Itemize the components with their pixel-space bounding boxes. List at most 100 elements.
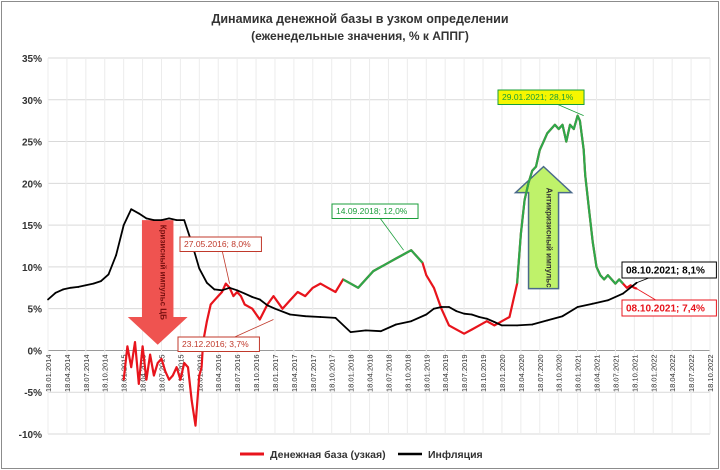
series-lines <box>47 114 638 427</box>
y-tick-label: 25% <box>22 138 42 149</box>
data-point <box>561 315 564 318</box>
arrow-label: Антикризисный импульс <box>545 188 554 288</box>
data-point <box>463 332 466 335</box>
x-tick-label: 18.07.2020 <box>536 354 545 392</box>
data-point <box>633 286 636 289</box>
data-point <box>198 267 201 270</box>
annotation-box <box>497 89 585 105</box>
data-point <box>281 307 284 310</box>
x-tick-label: 18.04.2014 <box>63 354 72 392</box>
data-point <box>160 357 163 360</box>
data-point <box>141 345 144 348</box>
annotation-text: 27.05.2016; 8,0% <box>184 239 251 249</box>
data-point <box>198 374 201 377</box>
legend-label: Инфляция <box>428 449 483 461</box>
data-point <box>425 313 428 316</box>
x-tick-label: 18.07.2021 <box>611 354 620 392</box>
data-point <box>236 289 239 292</box>
growth-segment <box>342 249 424 289</box>
data-point <box>213 299 216 302</box>
data-point <box>251 307 254 310</box>
data-point <box>122 224 125 227</box>
data-point <box>84 284 87 287</box>
data-point <box>448 324 450 327</box>
data-point <box>107 273 110 276</box>
data-point <box>485 317 488 320</box>
data-point <box>54 291 57 294</box>
x-tick-label: 18.04.2018 <box>366 354 375 392</box>
data-point <box>296 291 299 293</box>
data-point <box>364 329 367 332</box>
x-tick-label: 18.07.2017 <box>309 354 318 392</box>
data-point <box>470 313 473 316</box>
data-point <box>455 310 458 313</box>
data-point <box>187 366 189 369</box>
x-tick-label: 18.10.2019 <box>479 354 488 392</box>
data-point <box>546 319 549 322</box>
y-tick-label: 10% <box>22 263 42 274</box>
data-point <box>122 378 125 381</box>
data-point <box>327 286 329 289</box>
data-point <box>130 208 133 211</box>
annotations: 14.09.2018; 12,0% 29.01.2021; 28,1% 27.05.… <box>177 89 717 352</box>
data-point <box>470 328 473 331</box>
up-arrow <box>513 165 574 290</box>
data-point <box>205 320 208 323</box>
data-point <box>304 295 307 298</box>
data-point <box>289 299 292 302</box>
data-point <box>153 219 155 221</box>
down-arrow <box>127 220 188 345</box>
y-tick-label: 30% <box>22 96 42 107</box>
data-point <box>179 378 182 381</box>
data-point <box>274 307 276 310</box>
data-point <box>410 320 413 323</box>
x-tick-label: 18.01.2022 <box>649 354 658 392</box>
x-tick-label: 18.07.2018 <box>384 354 393 392</box>
annotation-box <box>179 236 262 252</box>
data-point <box>455 328 458 331</box>
x-tick-label: 18.10.2018 <box>403 354 412 392</box>
annotation-text: 08.10.2021; 7,4% <box>626 304 705 315</box>
data-point <box>236 291 239 293</box>
x-tick-label: 18.10.2020 <box>555 354 564 392</box>
data-point <box>531 323 534 326</box>
annotation-text: 14.09.2018; 12,0% <box>336 206 408 216</box>
impulse-arrows: Кризисный импульс ЦБ Антикризисный импуль… <box>127 165 574 345</box>
data-point <box>137 212 140 215</box>
data-point <box>130 366 133 369</box>
data-point <box>137 382 140 385</box>
data-point <box>576 306 579 308</box>
y-tick-label: 5% <box>28 305 43 316</box>
x-tick-label: 18.07.2019 <box>460 354 469 392</box>
legend-label: Денежная база (узкая) <box>270 449 386 461</box>
arrow-label: Кризисный импульс ЦБ <box>159 225 168 320</box>
x-tick-label: 18.10.2016 <box>252 354 261 392</box>
data-point <box>395 323 397 326</box>
data-point <box>126 345 129 348</box>
data-point <box>190 399 193 402</box>
data-point <box>493 324 496 327</box>
annotation-box <box>621 261 717 279</box>
data-point <box>311 286 314 289</box>
data-point <box>463 312 466 315</box>
data-point <box>168 378 170 381</box>
data-point <box>160 219 163 221</box>
growth-segment <box>516 114 624 285</box>
x-tick-label: 18.01.2019 <box>422 354 431 392</box>
chart-title: Динамика денежной базы в узком определен… <box>211 12 508 26</box>
data-point <box>493 321 496 323</box>
annotation-box <box>177 336 260 352</box>
data-point <box>228 286 231 289</box>
y-axis-ticks: -10% -5% 0% 5% 10% 15% 20% 25% 30% 35% <box>19 54 42 441</box>
x-tick-label: 18.07.2014 <box>82 354 91 392</box>
legend: Денежная база (узкая) Инфляция <box>240 449 483 461</box>
data-point <box>156 362 159 364</box>
x-tick-label: 18.10.2014 <box>101 354 110 392</box>
data-point <box>606 299 609 302</box>
data-point <box>221 291 223 293</box>
data-point <box>175 219 178 221</box>
data-point <box>349 331 352 333</box>
data-point <box>175 366 178 369</box>
